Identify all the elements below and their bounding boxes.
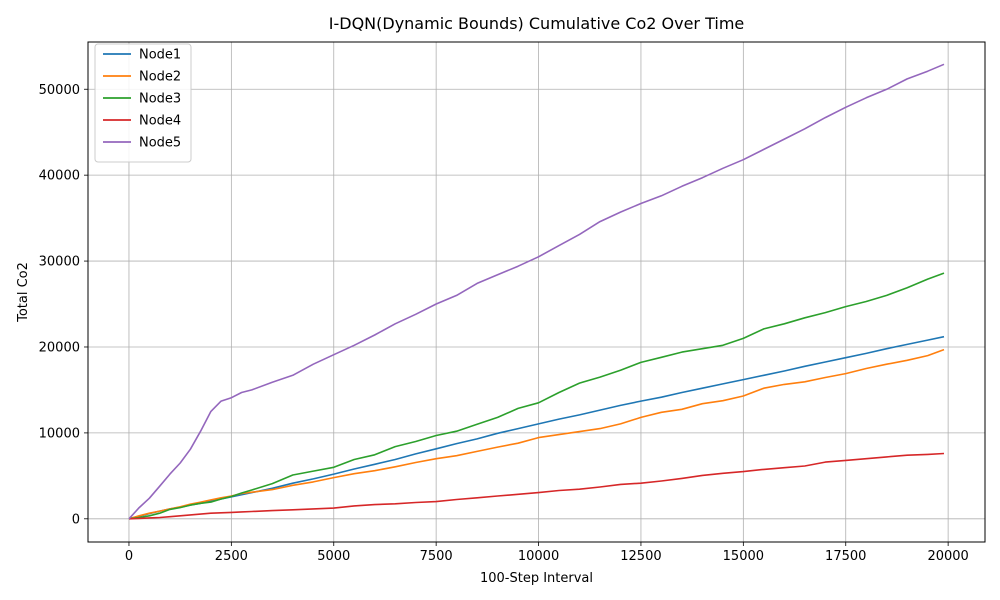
series-line-node5 — [128, 63, 945, 520]
legend-entry-label: Node4 — [139, 114, 181, 129]
y-tick-label: 40000 — [39, 169, 80, 184]
x-tick-label: 2500 — [215, 549, 248, 564]
x-axis-label: 100-Step Interval — [480, 571, 593, 586]
grid-lines — [88, 42, 985, 542]
series-line-node2 — [128, 348, 945, 520]
x-tick-label: 20000 — [927, 549, 968, 564]
axis-ticks: 0 2500 5000 7500 10000 12500 15000 17500 20000 0 1… — [39, 83, 969, 564]
series-line-node4 — [128, 452, 945, 520]
legend-entry-label: Node1 — [139, 48, 181, 63]
y-tick-label: 0 — [72, 512, 80, 527]
y-tick-label: 10000 — [39, 426, 80, 441]
x-tick-label: 10000 — [518, 549, 559, 564]
chart-title: I-DQN(Dynamic Bounds) Cumulative Co2 Ove… — [329, 14, 745, 33]
y-tick-label: 50000 — [39, 83, 80, 98]
y-tick-label: 30000 — [39, 255, 80, 270]
y-tick-label: 20000 — [39, 340, 80, 355]
legend-entry-label: Node5 — [139, 136, 181, 151]
x-tick-label: 12500 — [620, 549, 661, 564]
x-tick-label: 7500 — [420, 549, 453, 564]
x-tick-label: 15000 — [723, 549, 764, 564]
plot-area-frame — [87, 41, 986, 543]
legend-entry-label: Node2 — [139, 70, 181, 85]
legend-entry-label: Node3 — [139, 92, 181, 107]
x-tick-label: 17500 — [825, 549, 866, 564]
series-lines — [128, 63, 945, 520]
series-line-node3 — [128, 272, 945, 520]
legend-box — [94, 43, 192, 163]
x-tick-label: 0 — [125, 549, 133, 564]
legend: Node1 Node2 Node3 Node4 Node5 — [94, 43, 192, 163]
y-axis-label: Total Co2 — [16, 262, 31, 323]
x-tick-label: 5000 — [317, 549, 350, 564]
